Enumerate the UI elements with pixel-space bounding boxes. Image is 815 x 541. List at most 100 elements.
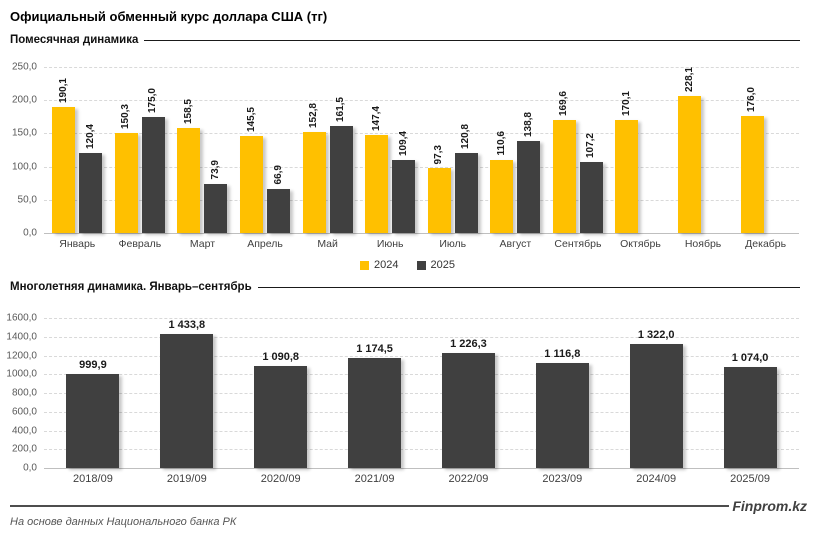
- x-axis-label: Август: [499, 238, 532, 250]
- bar-value-label: 169,6: [558, 91, 570, 117]
- x-axis-label: 2024/09: [636, 473, 677, 485]
- y-axis-tick: 600,0: [11, 406, 37, 418]
- bar-2024: [490, 159, 514, 233]
- bar-value-label: 147,4: [370, 106, 382, 132]
- bar: [441, 353, 495, 468]
- bar-slot: 1 116,8: [535, 318, 589, 468]
- section-header-yearly: Многолетняя динамика. Январь–сентябрь: [10, 281, 800, 293]
- bar-2024: [302, 131, 326, 233]
- gridline: [44, 336, 799, 338]
- y-axis-tick: 0,0: [23, 462, 37, 474]
- gridline: [44, 199, 799, 201]
- x-axis-label: 2023/09: [542, 473, 583, 485]
- bar-value-label: 1 090,8: [262, 350, 300, 363]
- bar-value-label: 158,5: [182, 98, 194, 124]
- plot-bars: 190,1 120,4 150,3 175,0 158,5 73,9 145,5 66,9 15…: [46, 67, 797, 233]
- y-axis-tick: 50,0: [17, 194, 37, 206]
- bar-2024: [740, 116, 764, 233]
- bar-group: 145,5 66,9: [234, 67, 297, 233]
- footer-rule: [10, 505, 730, 507]
- bar-value-label: 145,5: [245, 107, 257, 133]
- yearly-bar-chart: 1600,0 1400,0 1200,0 1000,0 800,0 600,0 400,0 2…: [6, 313, 799, 485]
- bar: [254, 365, 308, 468]
- gridline: [44, 166, 799, 168]
- bar-2024: [678, 96, 702, 233]
- legend-item-2025: 2025: [416, 259, 455, 271]
- legend-swatch: [416, 260, 426, 270]
- bar: [160, 333, 214, 468]
- bar-group: 1 116,8: [515, 318, 609, 468]
- y-axis-tick: 200,0: [11, 94, 37, 106]
- bar: [348, 357, 402, 468]
- x-axis-label: Январь: [59, 238, 96, 250]
- gridline: [44, 430, 799, 432]
- bar-value-label: 228,1: [683, 67, 695, 93]
- y-axis-tick: 1600,0: [6, 312, 37, 324]
- bar: [66, 374, 120, 468]
- gridline: [44, 374, 799, 376]
- y-axis-tick: 150,0: [11, 127, 37, 139]
- x-axis-label: 2025/09: [730, 473, 770, 485]
- x-axis-label: Май: [317, 238, 338, 250]
- bar-group: 1 433,8: [140, 318, 234, 468]
- bar-value-label: 152,8: [308, 102, 320, 128]
- bar-slot: 152,8: [302, 67, 326, 233]
- monthly-x-axis: Январь Февраль Март Апрель Май Июнь Июль Август…: [46, 238, 797, 250]
- bar-2025: [204, 183, 228, 233]
- bar-value-label: 1 074,0: [731, 352, 769, 365]
- section-header-monthly: Помесячная динамика: [10, 34, 800, 46]
- bar-group: 228,1: [672, 67, 735, 233]
- x-axis-label: Февраль: [118, 238, 162, 250]
- bar-group: 1 074,0: [703, 318, 797, 468]
- bar-2024: [365, 135, 389, 233]
- bar-group: 97,3 120,8: [421, 67, 484, 233]
- bar-slot: 110,6: [490, 67, 514, 233]
- yearly-plot-area: 1600,0 1400,0 1200,0 1000,0 800,0 600,0 400,0 2…: [6, 313, 799, 474]
- brand-logo: Finprom.kz: [732, 498, 807, 514]
- bar: [535, 363, 589, 468]
- bar-2025: [392, 160, 416, 233]
- gridline: [44, 100, 799, 102]
- bar-value-label: 176,0: [746, 87, 758, 113]
- gridline: [44, 355, 799, 357]
- bar-slot: 169,6: [552, 67, 576, 233]
- bar-value-label: 1 116,8: [544, 348, 581, 361]
- bar-slot: 176,0: [740, 67, 764, 233]
- gridline: [44, 133, 799, 135]
- x-axis-label: Июнь: [376, 238, 404, 250]
- gridline: [44, 318, 799, 319]
- bar-slot: 1 174,5: [348, 318, 402, 468]
- bar-slot: 170,1: [615, 67, 639, 233]
- monthly-plot-area: 250,0 200,0 150,0 100,0 50,0 0,0 190,1 120,4 150…: [12, 62, 799, 239]
- bar-group: 176,0: [734, 67, 797, 233]
- bar-value-label: 999,9: [79, 359, 107, 372]
- y-axis-tick: 1400,0: [6, 331, 37, 343]
- bar-value-label: 138,8: [522, 111, 534, 137]
- bar-slot: 1 074,0: [723, 318, 777, 468]
- plot-bars: 999,9 1 433,8 1 090,8 1 174,5 1 226,3 1 116,8…: [46, 318, 797, 468]
- bar-group: 150,3 175,0: [109, 67, 172, 233]
- bar-slot: [768, 67, 791, 233]
- bar-slot: 138,8: [517, 67, 541, 233]
- bar-group: 170,1: [609, 67, 672, 233]
- bar-value-label: 107,2: [585, 132, 597, 158]
- bar-value-label: 120,4: [84, 124, 96, 150]
- bar-group: 190,1 120,4: [46, 67, 109, 233]
- bar-2025: [454, 152, 478, 233]
- bar-group: 169,6 107,2: [547, 67, 610, 233]
- x-axis-label: Июль: [439, 238, 467, 250]
- bar-2024: [240, 136, 264, 233]
- bar-group: 152,8 161,5: [296, 67, 359, 233]
- bar-slot: 120,8: [454, 67, 478, 233]
- bar-2024: [52, 106, 76, 233]
- section-header-rule: [257, 286, 800, 288]
- bar-value-label: 110,6: [495, 131, 507, 156]
- bar-slot: [642, 67, 665, 233]
- gridline: [44, 393, 799, 394]
- bar-slot: 66,9: [267, 67, 291, 233]
- y-axis-tick: 1000,0: [6, 368, 37, 380]
- bar: [723, 367, 777, 468]
- y-axis-tick: 100,0: [11, 161, 37, 173]
- monthly-bar-chart: 250,0 200,0 150,0 100,0 50,0 0,0 190,1 120,4 150…: [12, 62, 799, 250]
